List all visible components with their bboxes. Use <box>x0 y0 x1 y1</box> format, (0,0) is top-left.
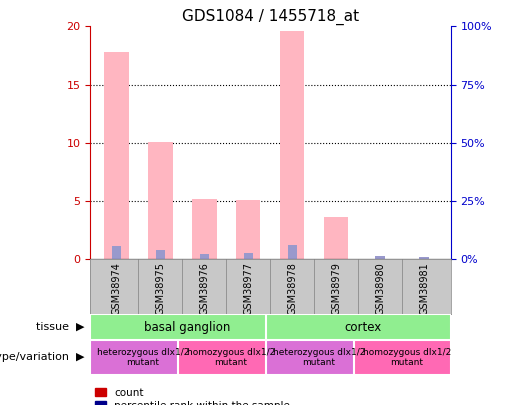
Bar <box>419 257 429 259</box>
Text: tissue  ▶: tissue ▶ <box>37 322 85 332</box>
Text: heterozygous dlx1/2
mutant: heterozygous dlx1/2 mutant <box>272 348 365 367</box>
Bar <box>178 340 275 375</box>
Text: GSM38981: GSM38981 <box>419 262 429 315</box>
Text: basal ganglion: basal ganglion <box>144 320 230 334</box>
Bar <box>266 340 363 375</box>
Text: heterozygous dlx1/2
mutant: heterozygous dlx1/2 mutant <box>97 348 189 367</box>
Text: GSM38978: GSM38978 <box>287 262 297 315</box>
Bar <box>156 249 165 259</box>
Text: GSM38977: GSM38977 <box>244 262 253 315</box>
Text: cortex: cortex <box>344 320 381 334</box>
Bar <box>244 253 253 259</box>
Text: GSM38980: GSM38980 <box>375 262 385 315</box>
Bar <box>90 340 187 375</box>
Bar <box>105 52 129 259</box>
Bar <box>200 254 209 259</box>
Bar <box>236 200 261 259</box>
Bar <box>148 142 173 259</box>
Text: GSM38976: GSM38976 <box>199 262 210 315</box>
Text: GSM38979: GSM38979 <box>331 262 341 315</box>
Title: GDS1084 / 1455718_at: GDS1084 / 1455718_at <box>182 9 359 25</box>
Bar <box>324 217 349 259</box>
Bar <box>90 314 275 340</box>
Text: homozygous dlx1/2
mutant: homozygous dlx1/2 mutant <box>186 348 275 367</box>
Bar <box>266 314 451 340</box>
Text: genotype/variation  ▶: genotype/variation ▶ <box>0 352 85 362</box>
Bar <box>280 31 304 259</box>
Bar <box>375 256 385 259</box>
Text: GSM38975: GSM38975 <box>156 262 165 315</box>
Text: homozygous dlx1/2
mutant: homozygous dlx1/2 mutant <box>363 348 451 367</box>
Text: GSM38974: GSM38974 <box>112 262 122 315</box>
Bar <box>192 199 216 259</box>
Bar <box>287 245 297 259</box>
Bar <box>112 246 122 259</box>
Bar <box>354 340 451 375</box>
Legend: count, percentile rank within the sample, value, Detection Call = ABSENT, rank, : count, percentile rank within the sample… <box>95 388 290 405</box>
